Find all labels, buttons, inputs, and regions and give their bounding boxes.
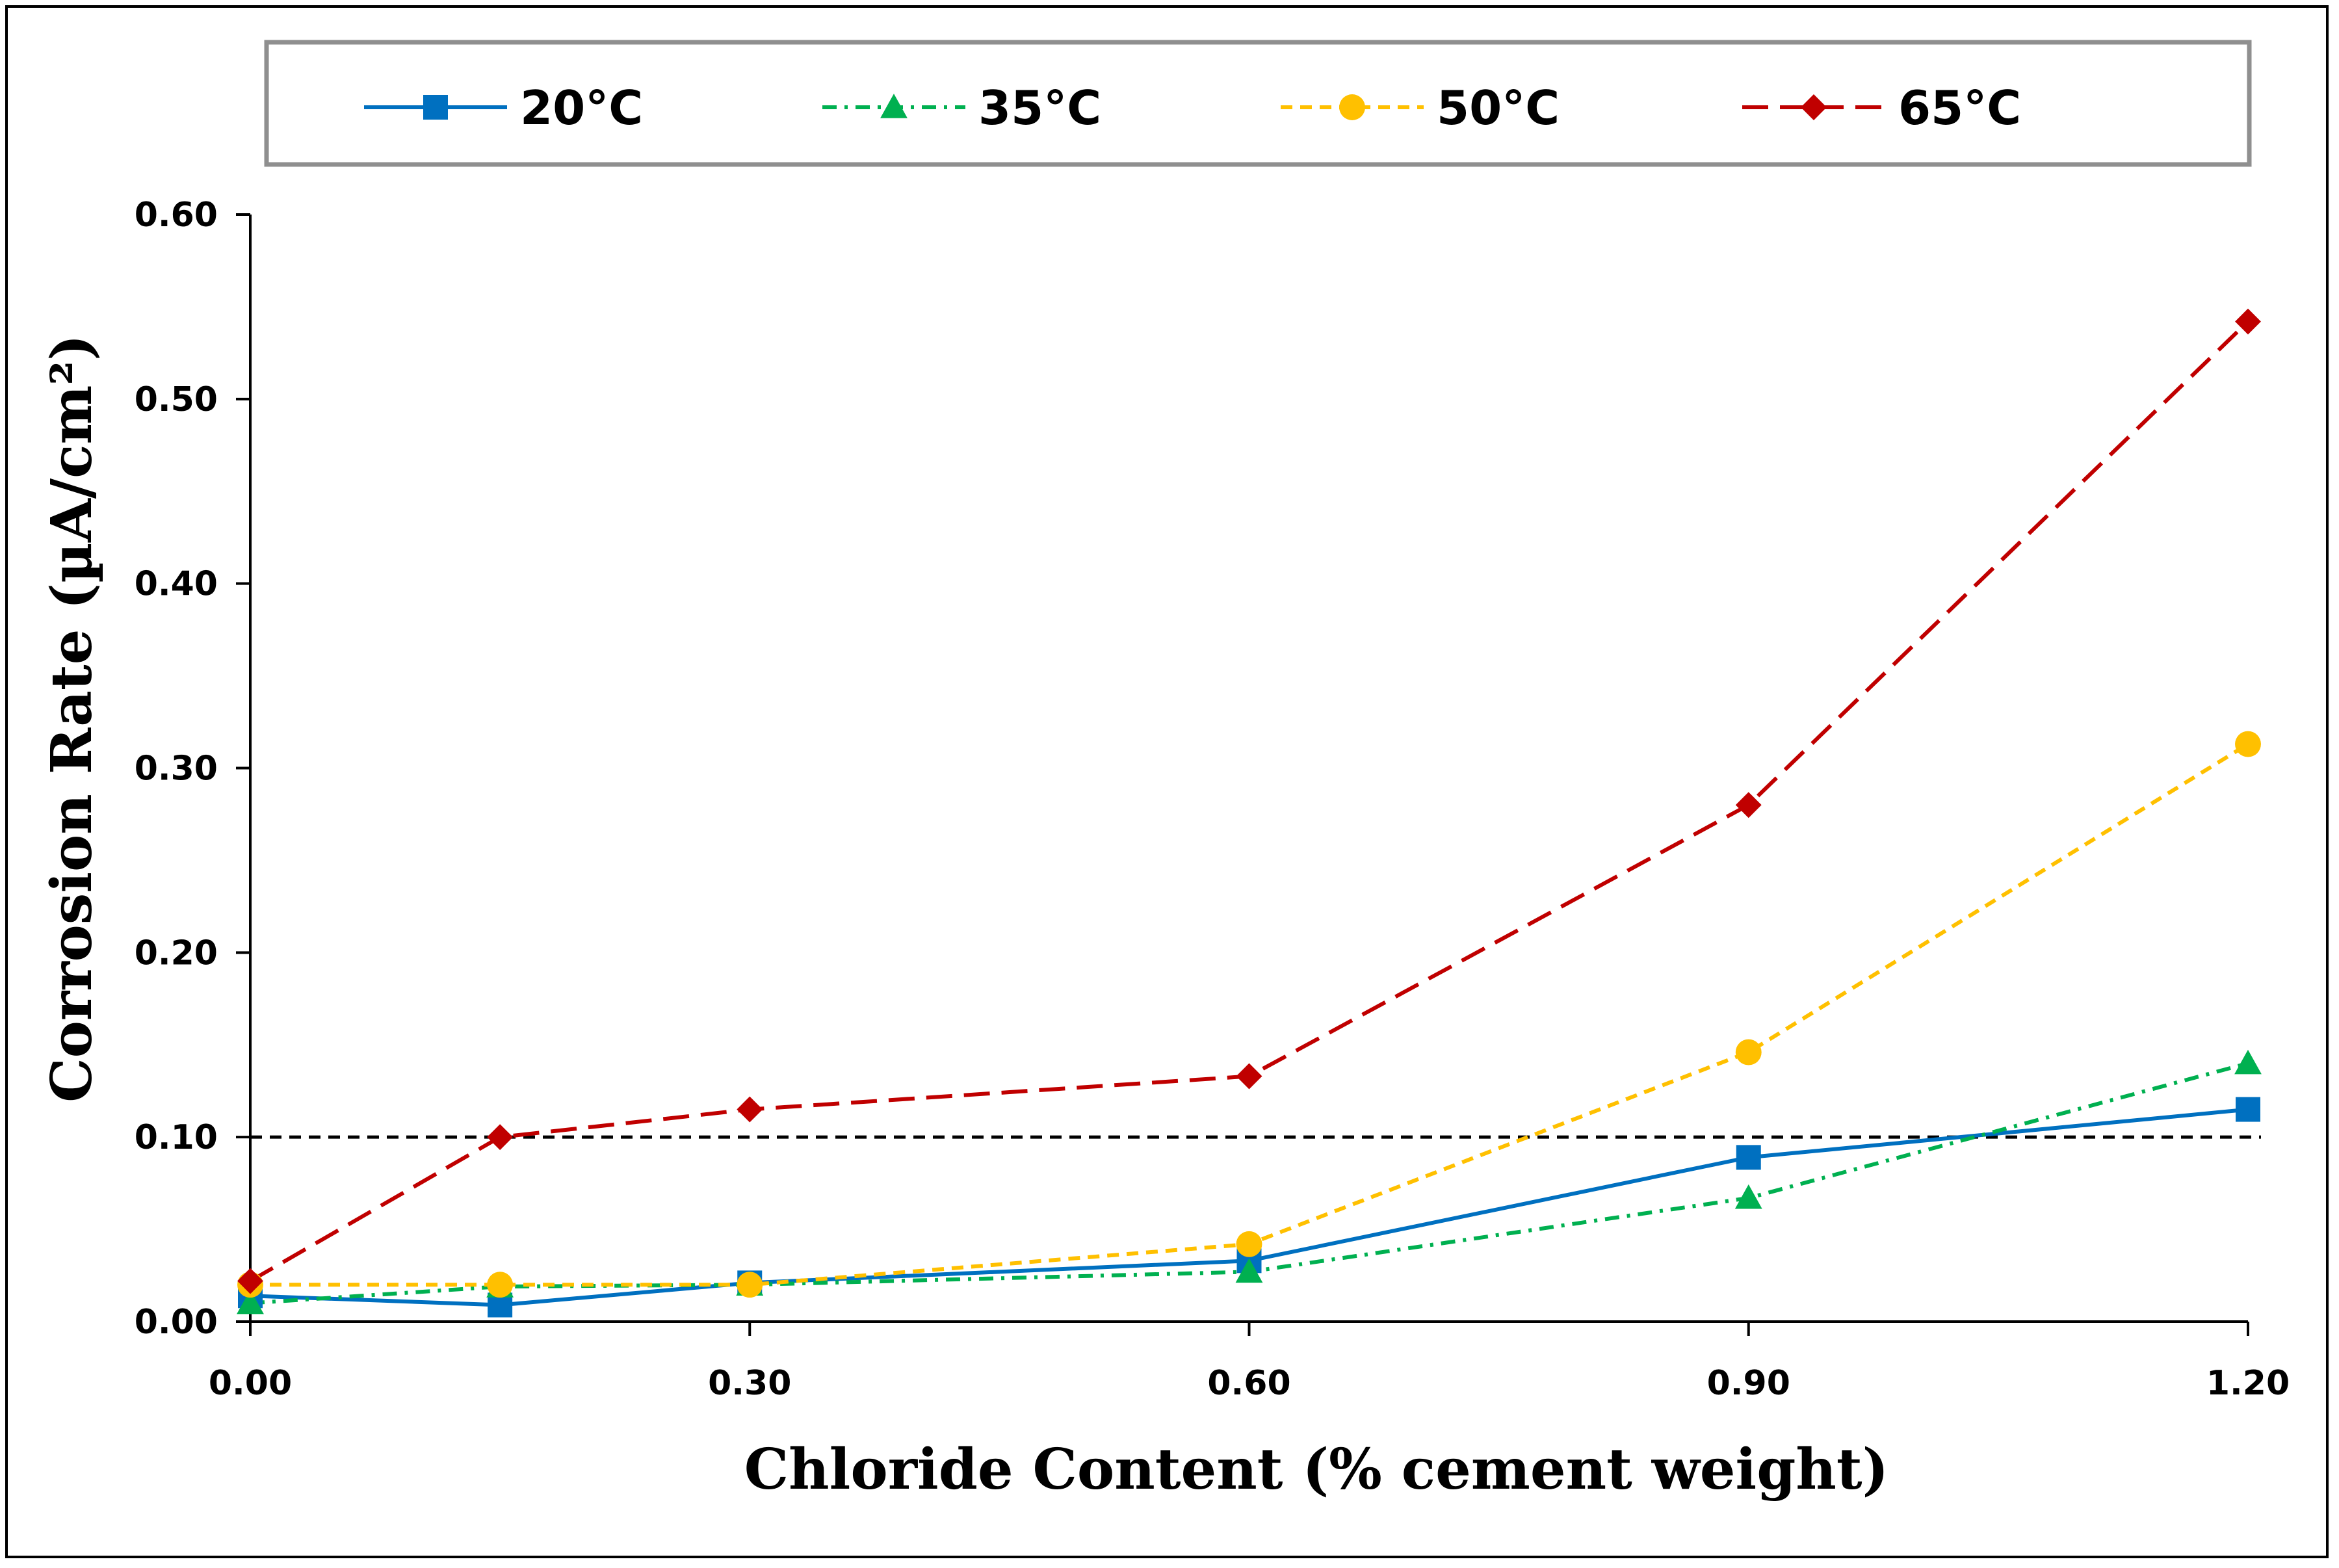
legend-marker <box>423 95 448 120</box>
data-point <box>737 1096 763 1123</box>
data-point <box>1734 1184 1762 1209</box>
data-point <box>487 1272 514 1298</box>
data-point <box>1735 1039 1762 1065</box>
legend-box <box>264 40 2252 167</box>
data-point <box>1236 1063 1262 1090</box>
x-tick-label: 0.60 <box>1207 1364 1290 1403</box>
y-tick-label: 0.20 <box>135 934 218 973</box>
x-axis-title: Chloride Content (% cement weight) <box>744 1437 1889 1502</box>
y-tick-label: 0.00 <box>135 1303 218 1342</box>
legend-marker <box>1339 94 1365 120</box>
legend-label: 65°C <box>1898 81 2021 135</box>
legend-marker <box>880 94 908 118</box>
legend-label: 35°C <box>978 81 1101 135</box>
y-tick-label: 0.30 <box>135 750 218 789</box>
legend-label: 50°C <box>1437 81 1560 135</box>
legend-marker <box>1801 94 1827 120</box>
y-tick-label: 0.60 <box>135 196 218 235</box>
data-point <box>737 1272 763 1298</box>
data-point <box>2235 308 2261 335</box>
data-point <box>1736 1145 1761 1170</box>
data-point <box>1235 1258 1263 1283</box>
y-tick-label: 0.10 <box>135 1118 218 1157</box>
outer-frame <box>5 5 2329 1558</box>
y-tick-label: 0.40 <box>135 565 218 604</box>
legend: 20°C 35°C 50°C 65°C <box>264 40 2252 167</box>
x-tick-label: 0.00 <box>209 1364 292 1403</box>
data-point <box>237 1289 264 1314</box>
data-point <box>1236 1231 1262 1257</box>
marker-layer <box>237 308 2262 1318</box>
y-tick-label: 0.50 <box>135 380 218 419</box>
series-line <box>249 320 2250 1283</box>
legend-label: 20°C <box>520 81 643 135</box>
x-tick-label: 0.30 <box>708 1364 791 1403</box>
series-line <box>250 1061 2249 1305</box>
data-point <box>237 1268 263 1294</box>
data-point <box>2235 731 2261 757</box>
data-point <box>1735 792 1762 818</box>
series-line <box>250 1107 2249 1307</box>
axes: 0.00 0.10 0.20 0.30 0.40 0.50 0.60 0.00 0.30 0.60… <box>135 196 2290 1403</box>
x-tick-label: 1.20 <box>2206 1364 2290 1403</box>
data-point <box>2234 1049 2262 1075</box>
x-tick-label: 0.90 <box>1707 1364 1790 1403</box>
y-axis-title: Corrosion Rate (µA/cm²) <box>39 334 105 1103</box>
series-line <box>250 742 2249 1287</box>
series-layer <box>249 320 2250 1307</box>
data-point <box>2236 1097 2260 1122</box>
data-point <box>487 1124 514 1151</box>
